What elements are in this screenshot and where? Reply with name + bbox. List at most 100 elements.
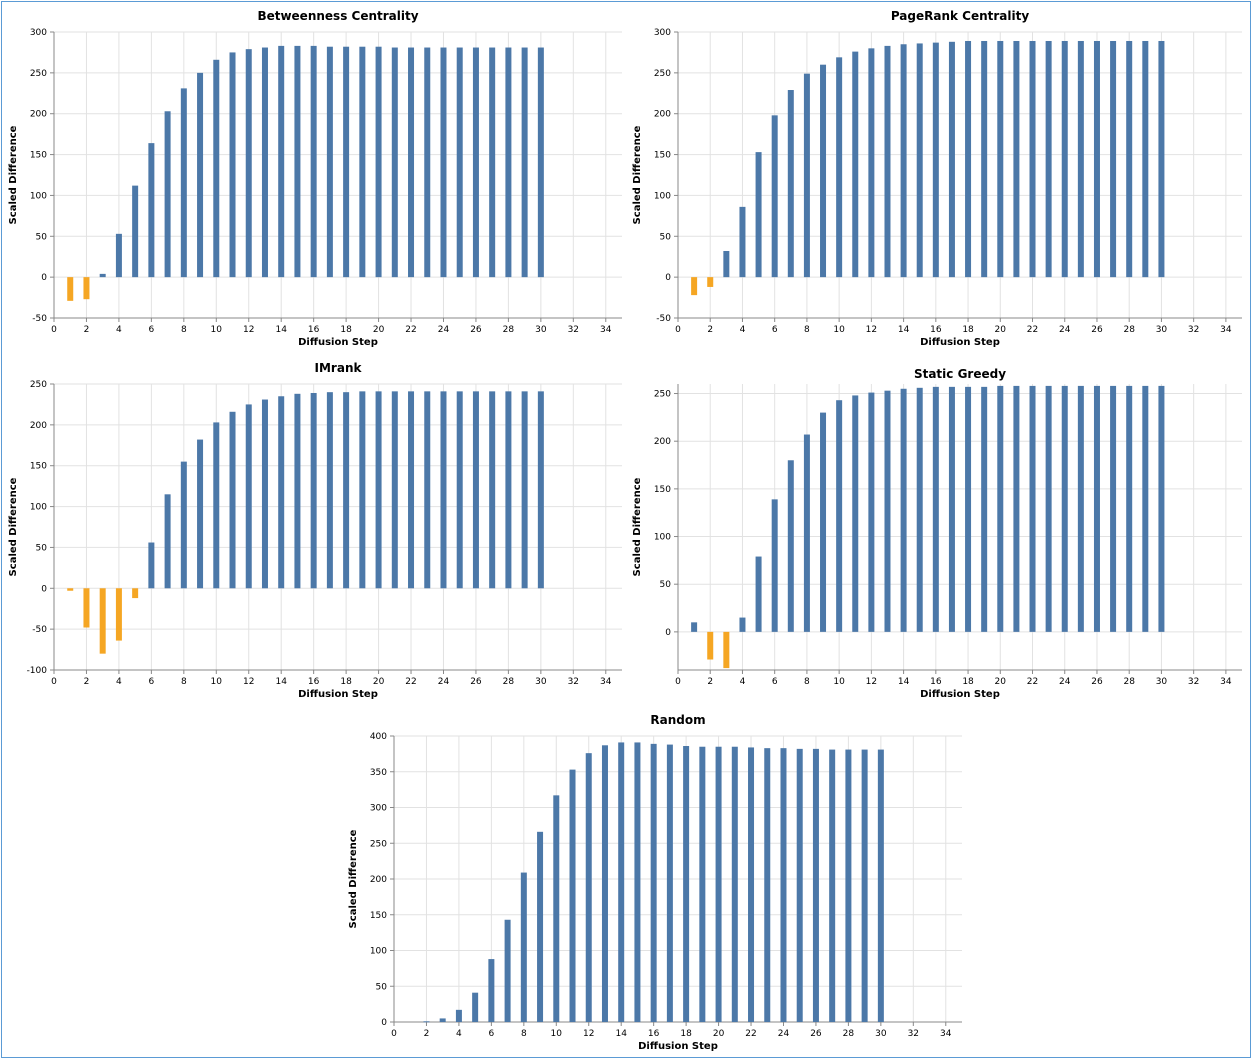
- chart-1-bar: [1142, 40, 1149, 278]
- chart-2-bar: [472, 391, 479, 589]
- chart-2-xtick-label: 26: [470, 677, 482, 687]
- chart-3-bar: [1093, 385, 1100, 632]
- chart-4-bar: [439, 1018, 446, 1022]
- chart-2-title: IMrank: [315, 361, 363, 375]
- chart-1-bar: [1013, 40, 1020, 278]
- chart-4-bar: [666, 744, 673, 1022]
- chart-4-bar: [472, 992, 479, 1022]
- chart-1-bar: [1077, 40, 1084, 278]
- chart-2-xtick-label: 18: [340, 677, 352, 687]
- chart-1-bar: [1158, 40, 1165, 278]
- chart-3-ytick-label: 0: [665, 628, 671, 638]
- chart-0-title: Betweenness Centrality: [257, 9, 418, 23]
- chart-4-xtick-label: 10: [551, 1029, 563, 1039]
- chart-3-bar: [1013, 385, 1020, 632]
- chart-1-xtick-label: 34: [1220, 325, 1232, 335]
- chart-1-ytick-label: 100: [654, 191, 671, 201]
- chart-3-bar: [981, 386, 988, 632]
- chart-4-title: Random: [650, 713, 705, 727]
- chart-2-bar: [164, 494, 171, 589]
- chart-3-xtick-label: 6: [772, 677, 778, 687]
- chart-3-xtick-label: 8: [804, 677, 810, 687]
- chart-4-xtick-label: 16: [648, 1029, 660, 1039]
- chart-1-xtick-label: 2: [707, 325, 713, 335]
- chart-3-xtick-label: 4: [740, 677, 746, 687]
- chart-3-bar: [820, 412, 827, 632]
- chart-1-bar: [1061, 40, 1068, 278]
- chart-3-bar: [1077, 385, 1084, 632]
- chart-2-xtick-label: 10: [211, 677, 223, 687]
- chart-4-ytick-label: 200: [370, 875, 387, 885]
- chart-4-xtick-label: 32: [908, 1029, 919, 1039]
- chart-0-bar: [375, 46, 382, 278]
- chart-0-xtick-label: 24: [438, 325, 450, 335]
- chart-0-ytick-label: -50: [32, 314, 47, 324]
- chart-1-bar: [723, 250, 730, 278]
- chart-2-xtick-label: 12: [243, 677, 254, 687]
- chart-1-xtick-label: 30: [1156, 325, 1168, 335]
- chart-3-xtick-label: 2: [707, 677, 713, 687]
- chart-4-xtick-label: 20: [713, 1029, 725, 1039]
- chart-1-ytick-label: 250: [654, 69, 671, 79]
- chart-0-bar: [278, 45, 285, 278]
- chart-0-bar: [343, 46, 350, 278]
- chart-1-xtick-label: 14: [898, 325, 910, 335]
- chart-0-bar: [310, 45, 317, 278]
- chart-3-bar: [836, 400, 843, 632]
- chart-1-bar: [836, 57, 843, 278]
- chart-2-bar: [229, 411, 236, 589]
- chart-4-xtick-label: 4: [456, 1029, 462, 1039]
- chart-3-bar: [965, 386, 972, 632]
- chart-3-bar: [755, 556, 762, 632]
- chart-4-ytick-label: 350: [370, 768, 387, 778]
- chart-0-bar: [456, 47, 463, 278]
- chart-0-bar: [424, 47, 431, 278]
- chart-2-bar: [424, 391, 431, 589]
- chart-0-bar: [132, 185, 139, 278]
- chart-4-bar: [488, 959, 495, 1022]
- chart-1-xtick-label: 8: [804, 325, 810, 335]
- chart-3-bar: [1142, 385, 1149, 632]
- chart-2-bar: [261, 399, 268, 589]
- chart-0-bar: [197, 72, 204, 278]
- chart-0-ytick-label: 200: [30, 110, 47, 120]
- chart-0-ytick-label: 100: [30, 191, 47, 201]
- chart-0-xlabel: Diffusion Step: [298, 337, 378, 348]
- chart-2-xtick-label: 24: [438, 677, 450, 687]
- chart-1-bar: [884, 45, 891, 278]
- chart-0-ytick-label: 0: [41, 273, 47, 283]
- chart-1-bar: [820, 64, 827, 278]
- chart-4-xtick-label: 8: [521, 1029, 527, 1039]
- chart-1-bar: [1093, 40, 1100, 278]
- chart-1-xtick-label: 22: [1027, 325, 1038, 335]
- chart-2-bar: [391, 391, 398, 589]
- chart-0-bar: [472, 47, 479, 278]
- chart-0-xtick-label: 4: [116, 325, 122, 335]
- chart-4-xlabel: Diffusion Step: [638, 1041, 718, 1052]
- chart-1-bar: [981, 40, 988, 278]
- chart-0-xtick-label: 8: [181, 325, 187, 335]
- chart-2-xtick-label: 30: [535, 677, 547, 687]
- chart-3-bar: [948, 386, 955, 632]
- chart-4-bar: [829, 749, 836, 1022]
- chart-2-bar: [294, 393, 301, 589]
- chart-3-bar: [1126, 385, 1133, 632]
- chart-4-ytick-label: 150: [370, 911, 387, 921]
- chart-4-bar: [731, 746, 738, 1022]
- chart-4-xtick-label: 28: [843, 1029, 855, 1039]
- chart-1-ytick-label: 200: [654, 110, 671, 120]
- chart-0-bar: [245, 49, 252, 278]
- chart-3-xtick-label: 24: [1059, 677, 1071, 687]
- chart-2-xtick-label: 14: [275, 677, 287, 687]
- chart-4-bar: [780, 748, 787, 1022]
- chart-4-ytick-label: 250: [370, 839, 387, 849]
- chart-3-bar: [707, 631, 714, 660]
- chart-0-bar: [537, 47, 544, 278]
- chart-1-bar: [771, 115, 778, 278]
- chart-4-bar: [455, 1009, 462, 1022]
- chart-3-bar: [900, 388, 907, 632]
